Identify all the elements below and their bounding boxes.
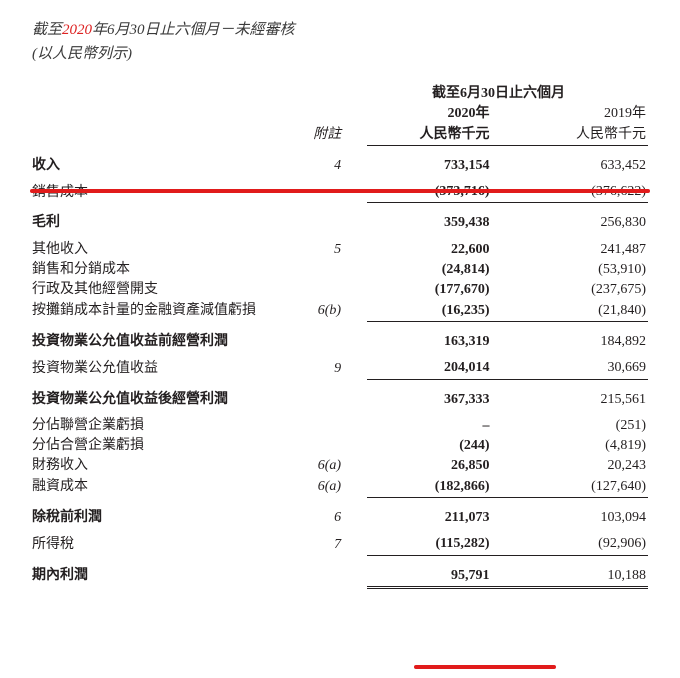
row-selling-expense: 銷售和分銷成本 (24,814) (53,910): [32, 260, 648, 280]
label: 財務收入: [32, 458, 88, 473]
val-b: 30,669: [608, 360, 647, 375]
val-b: (237,675): [591, 282, 646, 297]
note: 6(a): [318, 479, 341, 494]
note: 6: [334, 510, 341, 525]
label: 其他收入: [32, 242, 88, 257]
val-b: (92,906): [598, 536, 646, 551]
val-b: (127,640): [591, 479, 646, 494]
financial-statement-page: 截至2020年6月30日止六個月－未經審核 (以人民幣列示) 截至6月30日止六…: [0, 0, 680, 678]
note: 6(a): [318, 458, 341, 473]
val-a: 211,073: [445, 510, 490, 525]
col-2020-year: 2020年: [448, 106, 490, 121]
label: 毛利: [32, 215, 60, 230]
row-finance-cost: 融資成本 6(a) (182,866) (127,640): [32, 477, 648, 498]
row-operating-profit-pre-fv: 投資物業公允值收益前經營利潤 163,319 184,892: [32, 332, 648, 352]
column-header-row: 截至6月30日止六個月: [32, 84, 648, 104]
label: 投資物業公允值收益後經營利潤: [32, 392, 228, 407]
row-income-tax: 所得稅 7 (115,282) (92,906): [32, 534, 648, 555]
val-b: 241,487: [601, 242, 647, 257]
val-b: 103,094: [601, 510, 647, 525]
label: 行政及其他經營開支: [32, 282, 158, 297]
header-date-highlight: 2020: [62, 22, 92, 38]
label: 除稅前利潤: [32, 510, 102, 525]
label: 投資物業公允值收益: [32, 361, 158, 376]
val-b: 256,830: [601, 215, 647, 230]
val-a: (373,716): [435, 184, 490, 199]
val-a: 22,600: [451, 242, 490, 257]
label: 融資成本: [32, 479, 88, 494]
val-a: (244): [459, 438, 489, 453]
label: 所得稅: [32, 537, 74, 552]
val-a: (182,866): [435, 479, 490, 494]
page-header: 截至2020年6月30日止六個月－未經審核 (以人民幣列示): [32, 18, 648, 66]
val-a: (16,235): [442, 303, 490, 318]
note: 5: [334, 242, 341, 257]
year-header-row: 2020年 2019年: [32, 104, 648, 124]
row-profit-before-tax: 除稅前利潤 6 211,073 103,094: [32, 508, 648, 528]
val-b: (4,819): [605, 438, 646, 453]
val-b: (251): [616, 418, 646, 433]
val-a: 26,850: [451, 458, 490, 473]
row-finance-income: 財務收入 6(a) 26,850 20,243: [32, 456, 648, 476]
val-b: 10,188: [608, 568, 647, 583]
note: 9: [334, 361, 341, 376]
val-a: –: [483, 418, 490, 433]
col-2019-year: 2019年: [604, 106, 646, 121]
note-column-label: 附註: [313, 127, 341, 142]
row-operating-profit-post-fv: 投資物業公允值收益後經營利潤 367,333 215,561: [32, 390, 648, 410]
val-b: 20,243: [608, 458, 647, 473]
note: 6(b): [318, 303, 341, 318]
val-b: (53,910): [598, 262, 646, 277]
label: 分佔合營企業虧損: [32, 438, 144, 453]
val-a: (115,282): [435, 536, 489, 551]
label: 投資物業公允值收益前經營利潤: [32, 334, 228, 349]
row-other-income: 其他收入 5 22,600 241,487: [32, 240, 648, 260]
label: 收入: [32, 158, 60, 173]
val-b: (376,622): [591, 184, 646, 199]
val-b: 633,452: [601, 158, 647, 173]
unit-header-row: 附註 人民幣千元 人民幣千元: [32, 125, 648, 146]
row-profit-for-period: 期內利潤 95,791 10,188: [32, 566, 648, 586]
val-a: (24,814): [442, 262, 490, 277]
period-group-header: 截至6月30日止六個月: [432, 86, 565, 101]
label: 期內利潤: [32, 568, 88, 583]
row-revenue: 收入 4 733,154 633,452: [32, 156, 648, 176]
highlight-bar: [414, 665, 556, 669]
val-a: 733,154: [444, 158, 490, 173]
unit-2020: 人民幣千元: [420, 127, 490, 142]
header-pre: 截至: [32, 22, 62, 38]
header-post: 年6月30日止六個月－未經審核: [92, 22, 295, 38]
row-cogs: 銷售成本 (373,716) (376,622): [32, 182, 648, 203]
row-impairment: 按攤銷成本計量的金融資產減值虧損 6(b) (16,235) (21,840): [32, 301, 648, 322]
note: 7: [334, 537, 341, 552]
row-associate-loss: 分佔聯營企業虧損 – (251): [32, 416, 648, 436]
row-jv-loss: 分佔合營企業虧損 (244) (4,819): [32, 436, 648, 456]
val-b: 215,561: [601, 392, 647, 407]
val-a: 95,791: [451, 568, 490, 583]
row-gross-profit: 毛利 359,438 256,830: [32, 213, 648, 233]
row-fv-gain: 投資物業公允值收益 9 204,014 30,669: [32, 358, 648, 379]
header-unit-note: (以人民幣列示): [32, 46, 132, 62]
label: 銷售成本: [32, 185, 88, 200]
val-a: (177,670): [435, 282, 490, 297]
income-statement-table: 截至6月30日止六個月 2020年 2019年 附註 人民幣千元 人民幣千元 收…: [32, 84, 648, 586]
label: 分佔聯營企業虧損: [32, 418, 144, 433]
row-admin-expense: 行政及其他經營開支 (177,670) (237,675): [32, 280, 648, 300]
val-a: 367,333: [444, 392, 490, 407]
val-a: 163,319: [444, 334, 490, 349]
val-a: 204,014: [444, 360, 490, 375]
val-b: 184,892: [601, 334, 647, 349]
label: 按攤銷成本計量的金融資產減值虧損: [32, 303, 256, 318]
unit-2019: 人民幣千元: [576, 127, 646, 142]
label: 銷售和分銷成本: [32, 262, 130, 277]
note: 4: [334, 158, 341, 173]
val-b: (21,840): [598, 303, 646, 318]
val-a: 359,438: [444, 215, 490, 230]
